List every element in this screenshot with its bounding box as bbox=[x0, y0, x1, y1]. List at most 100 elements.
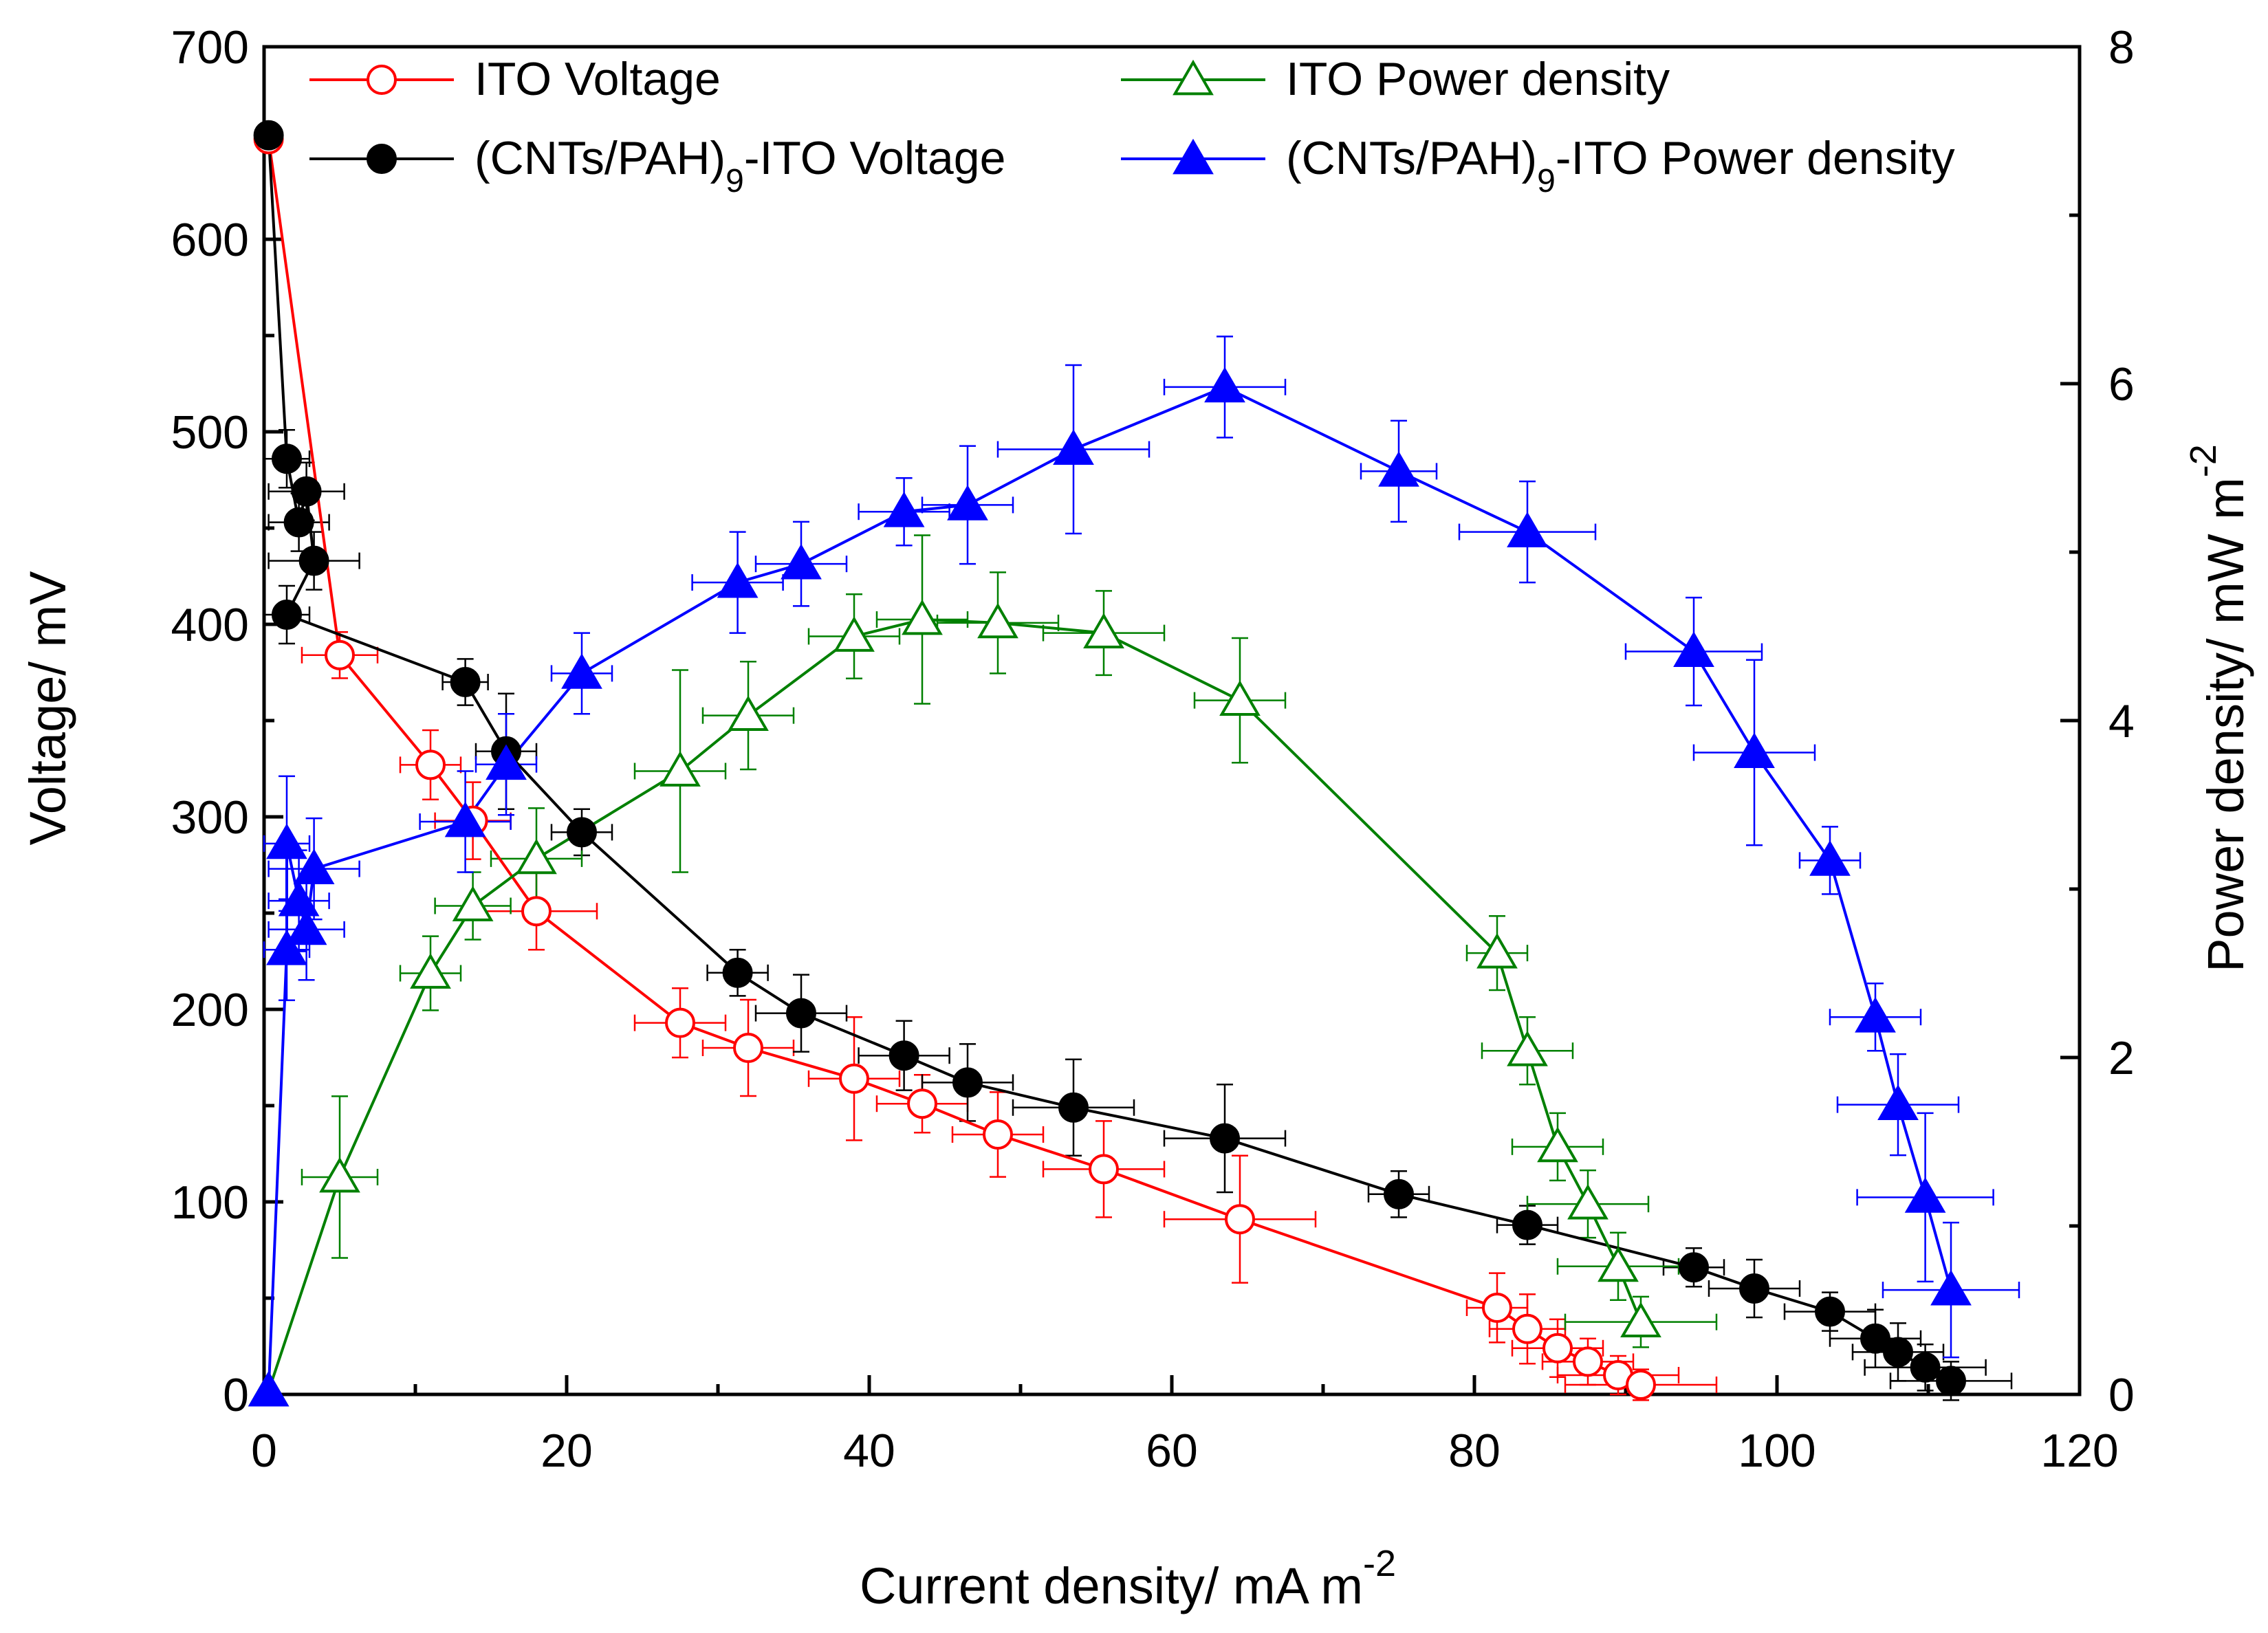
y-right-axis-title: Power density/ mW m-2 bbox=[2183, 444, 2254, 972]
data-point-cnts-pah-9-ito-voltage bbox=[1860, 1323, 1890, 1354]
data-point-cnts-pah-9-ito-power-density bbox=[1930, 1269, 1972, 1306]
data-point-cnts-pah-9-ito-voltage bbox=[1512, 1209, 1542, 1240]
data-point-ito-voltage bbox=[733, 1033, 763, 1063]
data-point-cnts-pah-9-ito-power-density bbox=[1507, 512, 1548, 547]
data-point-cnts-pah-9-ito-voltage bbox=[1384, 1179, 1414, 1209]
data-point-ito-power-density bbox=[1537, 1126, 1578, 1163]
data-point-ito-voltage bbox=[1512, 1313, 1542, 1344]
data-point-cnts-pah-9-ito-voltage bbox=[1679, 1252, 1709, 1283]
data-point-ito-power-density bbox=[659, 751, 701, 787]
data-point-cnts-pah-9-ito-power-density bbox=[486, 744, 527, 780]
y-right-tick-label: 0 bbox=[2108, 1369, 2135, 1421]
data-point-cnts-pah-9-ito-power-density bbox=[1673, 631, 1714, 667]
y-left-tick-label: 600 bbox=[171, 214, 249, 266]
legend-marker bbox=[367, 144, 397, 174]
x-tick-label: 60 bbox=[1146, 1425, 1198, 1477]
data-point-cnts-pah-9-ito-power-density bbox=[248, 1370, 290, 1407]
data-point-ito-voltage bbox=[983, 1119, 1013, 1150]
data-point-cnts-pah-9-ito-voltage bbox=[272, 443, 302, 474]
legend-item: ITO Power density bbox=[1121, 53, 1670, 105]
data-point-cnts-pah-9-ito-voltage bbox=[1210, 1123, 1240, 1154]
data-point-cnts-pah-9-ito-power-density bbox=[561, 653, 602, 689]
data-point-cnts-pah-9-ito-voltage bbox=[1910, 1352, 1941, 1383]
data-point-ito-voltage bbox=[839, 1063, 869, 1094]
x-axis-title-sup: -2 bbox=[1363, 1543, 1396, 1584]
series-markers bbox=[248, 120, 1972, 1407]
data-point-cnts-pah-9-ito-power-density bbox=[1378, 451, 1419, 487]
data-point-ito-power-density bbox=[319, 1157, 360, 1193]
data-point-ito-voltage bbox=[1542, 1333, 1573, 1363]
data-point-ito-voltage bbox=[1626, 1370, 1656, 1400]
data-point-cnts-pah-9-ito-voltage bbox=[272, 600, 302, 630]
data-point-cnts-pah-9-ito-voltage bbox=[298, 545, 329, 576]
data-point-ito-power-density bbox=[1598, 1246, 1639, 1282]
y-left-tick-label: 200 bbox=[171, 984, 249, 1036]
y-left-tick-label: 500 bbox=[171, 406, 249, 459]
legend: ITO Voltage (CNTs/PAH)9-ITO Voltage ITO Po… bbox=[309, 53, 1955, 199]
data-point-cnts-pah-9-ito-voltage bbox=[291, 476, 322, 507]
x-tick-label: 80 bbox=[1448, 1425, 1501, 1477]
y-right-axis-title-sup: -2 bbox=[2183, 444, 2224, 477]
data-point-ito-power-density bbox=[1476, 932, 1518, 969]
legend-label: ITO Voltage bbox=[475, 53, 721, 105]
data-point-cnts-pah-9-ito-power-density bbox=[1734, 732, 1775, 768]
data-point-cnts-pah-9-ito-voltage bbox=[1058, 1092, 1089, 1123]
data-point-cnts-pah-9-ito-voltage bbox=[1739, 1273, 1769, 1304]
data-point-ito-voltage bbox=[521, 896, 552, 927]
data-point-cnts-pah-9-ito-power-density bbox=[278, 880, 320, 917]
data-point-cnts-pah-9-ito-voltage bbox=[952, 1067, 983, 1098]
data-point-ito-power-density bbox=[1620, 1302, 1661, 1338]
legend-marker bbox=[1173, 59, 1214, 96]
data-point-ito-voltage bbox=[1573, 1346, 1603, 1377]
x-tick-label: 120 bbox=[2040, 1425, 2118, 1477]
x-tick-label: 100 bbox=[1738, 1425, 1816, 1477]
data-point-ito-power-density bbox=[1507, 1031, 1548, 1066]
x-tick-label: 0 bbox=[251, 1425, 277, 1477]
data-point-cnts-pah-9-ito-voltage bbox=[253, 120, 284, 151]
y-left-tick-label: 400 bbox=[171, 599, 249, 651]
ticks: 0 20 40 60 80 100 1200100200300400500600700024… bbox=[171, 21, 2135, 1477]
y-left-tick-label: 100 bbox=[171, 1176, 249, 1229]
data-point-cnts-pah-9-ito-power-density bbox=[266, 930, 307, 965]
data-point-cnts-pah-9-ito-power-density bbox=[1809, 840, 1851, 876]
data-point-cnts-pah-9-ito-voltage bbox=[1936, 1366, 1966, 1396]
data-point-ito-power-density bbox=[1083, 613, 1124, 648]
data-point-cnts-pah-9-ito-voltage bbox=[888, 1040, 919, 1071]
data-point-ito-voltage bbox=[1482, 1293, 1512, 1323]
data-point-cnts-pah-9-ito-power-density bbox=[1053, 429, 1094, 465]
data-point-cnts-pah-9-ito-power-density bbox=[1204, 366, 1245, 403]
data-point-ito-power-density bbox=[516, 838, 557, 875]
y-left-tick-label: 300 bbox=[171, 791, 249, 844]
data-point-cnts-pah-9-ito-voltage bbox=[283, 507, 314, 538]
data-point-cnts-pah-9-ito-voltage bbox=[1815, 1296, 1845, 1327]
y-left-tick-label: 700 bbox=[171, 21, 249, 74]
data-point-cnts-pah-9-ito-voltage bbox=[567, 817, 597, 848]
data-point-ito-power-density bbox=[728, 695, 769, 732]
data-point-cnts-pah-9-ito-power-density bbox=[293, 848, 335, 884]
data-point-cnts-pah-9-ito-power-density bbox=[285, 909, 327, 945]
data-point-ito-voltage bbox=[325, 639, 355, 670]
data-point-cnts-pah-9-ito-power-density bbox=[781, 543, 822, 580]
legend-label: ITO Power density bbox=[1286, 53, 1670, 105]
x-tick-label: 20 bbox=[541, 1425, 593, 1477]
legend-item: ITO Voltage bbox=[309, 53, 721, 105]
data-point-ito-voltage bbox=[907, 1088, 937, 1119]
data-point-ito-voltage bbox=[1089, 1154, 1119, 1185]
data-point-cnts-pah-9-ito-power-density bbox=[947, 485, 988, 520]
data-point-cnts-pah-9-ito-voltage bbox=[450, 667, 481, 697]
x-tick-label: 40 bbox=[843, 1425, 895, 1477]
y-right-tick-label: 8 bbox=[2108, 21, 2135, 74]
legend-item: (CNTs/PAH)9-ITO Voltage bbox=[309, 132, 1005, 199]
data-point-ito-power-density bbox=[833, 616, 875, 652]
y-left-axis-title: Voltage/ mV bbox=[19, 571, 76, 846]
data-point-cnts-pah-9-ito-power-density bbox=[717, 562, 759, 598]
legend-label: (CNTs/PAH)9-ITO Voltage bbox=[475, 132, 1005, 199]
data-point-ito-power-density bbox=[452, 886, 494, 921]
legend-item: (CNTs/PAH)9-ITO Power density bbox=[1121, 132, 1955, 199]
x-axis-title: Current density/ mA m-2 bbox=[860, 1543, 1396, 1614]
legend-marker bbox=[1173, 138, 1214, 175]
data-point-ito-power-density bbox=[1219, 680, 1261, 716]
data-point-cnts-pah-9-ito-power-density bbox=[1877, 1084, 1919, 1120]
data-point-cnts-pah-9-ito-power-density bbox=[266, 823, 307, 859]
